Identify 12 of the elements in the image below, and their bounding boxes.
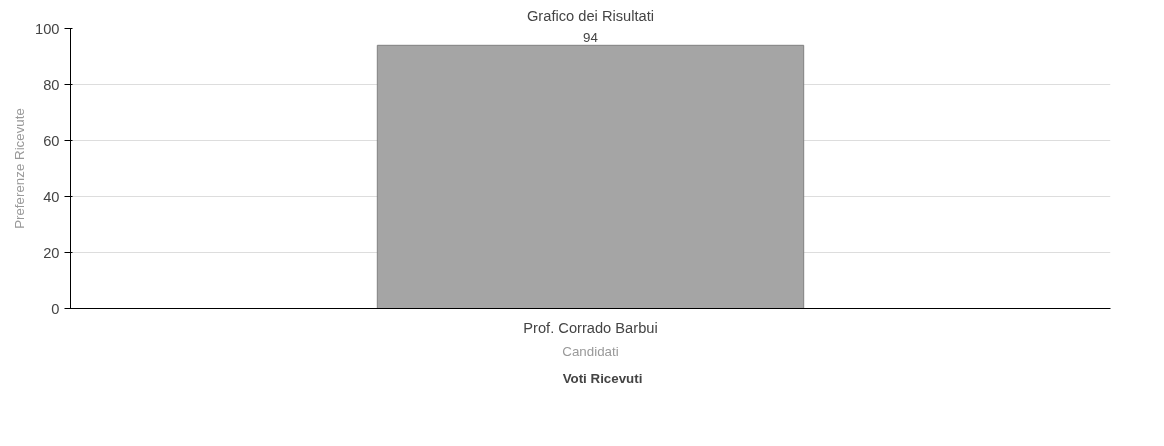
y-tick-label: 80 [43,76,60,93]
y-tick-label: 40 [43,188,60,205]
y-tick-label: 0 [51,300,60,317]
y-axis-title: Preferenze Ricevute [12,108,28,229]
text: Voti Ricevuti [562,370,643,386]
x-tick-label: Prof. Corrado Barbui [523,319,658,336]
y-tick-label: 100 [35,20,60,37]
y-tick-label: 60 [43,132,60,149]
y-tick-label: 20 [43,244,60,261]
chart-title: Grafico dei Risultati [526,7,655,24]
data-label: 94 [583,30,599,46]
x-axis-title: Candidati [562,343,619,359]
